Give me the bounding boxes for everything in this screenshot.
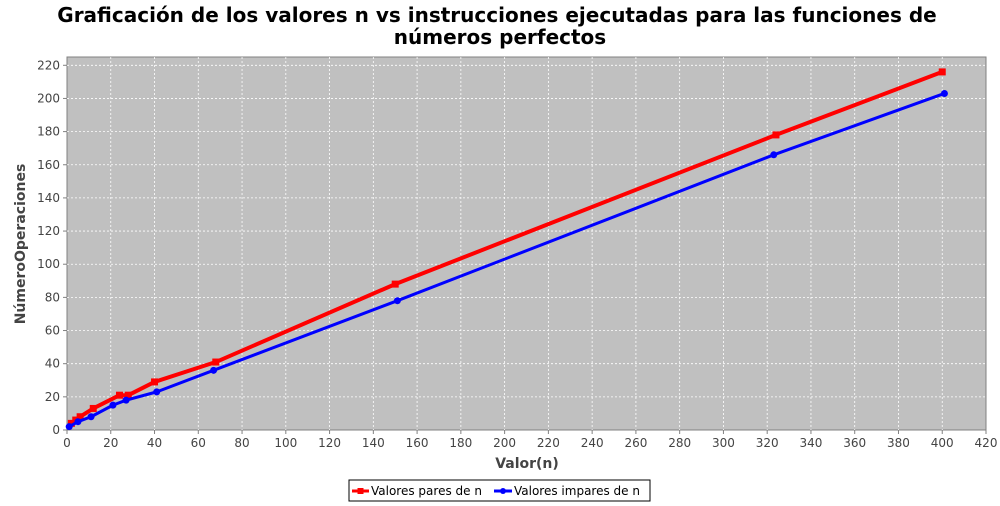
x-tick-label: 140 xyxy=(362,436,385,450)
y-tick-label: 60 xyxy=(45,324,60,338)
y-tick-label: 20 xyxy=(45,390,60,404)
x-tick-label: 400 xyxy=(931,436,954,450)
data-point xyxy=(212,358,220,366)
grid-lines xyxy=(67,57,986,430)
x-tick-label: 20 xyxy=(103,436,118,450)
x-tick-label: 300 xyxy=(712,436,735,450)
x-tick-label: 320 xyxy=(756,436,779,450)
data-point xyxy=(67,419,75,427)
x-tick-label: 380 xyxy=(887,436,910,450)
x-tick-label: 80 xyxy=(234,436,249,450)
x-axis-label: Valor(n) xyxy=(495,456,559,472)
data-point xyxy=(76,413,84,421)
series-lines xyxy=(65,68,948,431)
x-tick-label: 340 xyxy=(799,436,822,450)
x-tick-label: 40 xyxy=(147,436,162,450)
data-point xyxy=(940,89,948,97)
x-tick-label: 240 xyxy=(581,436,604,450)
x-tick-label: 200 xyxy=(493,436,516,450)
y-tick-label: 160 xyxy=(37,158,60,172)
y-axis-label: NúmeroOperaciones xyxy=(13,164,29,325)
data-point xyxy=(74,418,82,426)
x-tick-label: 60 xyxy=(191,436,206,450)
y-tick-label: 40 xyxy=(45,357,60,371)
legend: Valores pares de n Valores impares de n xyxy=(348,479,651,502)
x-tick-label: 100 xyxy=(274,436,297,450)
x-tick-label: 360 xyxy=(843,436,866,450)
data-point xyxy=(87,413,95,421)
data-point xyxy=(89,404,97,412)
data-point xyxy=(65,423,73,431)
chart-title-line-1: Graficación de los valores n vs instrucc… xyxy=(57,3,936,27)
legend-swatch-marker-impares xyxy=(500,488,506,494)
data-point xyxy=(109,401,117,409)
series-0 xyxy=(67,68,946,427)
y-tick-label: 100 xyxy=(37,257,60,271)
y-tick-label: 0 xyxy=(52,423,60,437)
data-point xyxy=(772,131,780,139)
y-tick-label: 120 xyxy=(37,224,60,238)
x-tick-label: 420 xyxy=(975,436,998,450)
axes: 0 20 40 60 80 100 120 140 160 180 200 220 240 260 280 3… xyxy=(37,58,997,450)
data-point xyxy=(391,280,399,288)
data-point xyxy=(122,396,130,404)
legend-label-pares: Valores pares de n xyxy=(371,484,482,498)
data-point xyxy=(210,366,218,374)
data-point xyxy=(770,151,778,159)
legend-label-impares: Valores impares de n xyxy=(514,484,640,498)
series-1 xyxy=(65,89,948,431)
y-tick-label: 220 xyxy=(37,58,60,72)
x-tick-label: 0 xyxy=(63,436,71,450)
data-point xyxy=(151,378,159,386)
x-tick-label: 180 xyxy=(449,436,472,450)
y-tick-label: 200 xyxy=(37,91,60,105)
x-tick-label: 280 xyxy=(668,436,691,450)
data-point xyxy=(116,391,124,399)
series-line xyxy=(67,91,946,429)
data-point xyxy=(124,391,132,399)
y-tick-label: 140 xyxy=(37,191,60,205)
data-point xyxy=(153,388,161,396)
data-point xyxy=(938,68,946,76)
y-tick-label: 180 xyxy=(37,125,60,139)
data-point xyxy=(393,297,401,305)
x-tick-label: 160 xyxy=(406,436,429,450)
legend-swatch-marker-pares xyxy=(357,488,364,494)
y-tick-label: 80 xyxy=(45,290,60,304)
x-tick-label: 220 xyxy=(537,436,560,450)
chart-title-line-2: números perfectos xyxy=(394,25,606,49)
x-tick-label: 260 xyxy=(624,436,647,450)
x-tick-label: 120 xyxy=(318,436,341,450)
